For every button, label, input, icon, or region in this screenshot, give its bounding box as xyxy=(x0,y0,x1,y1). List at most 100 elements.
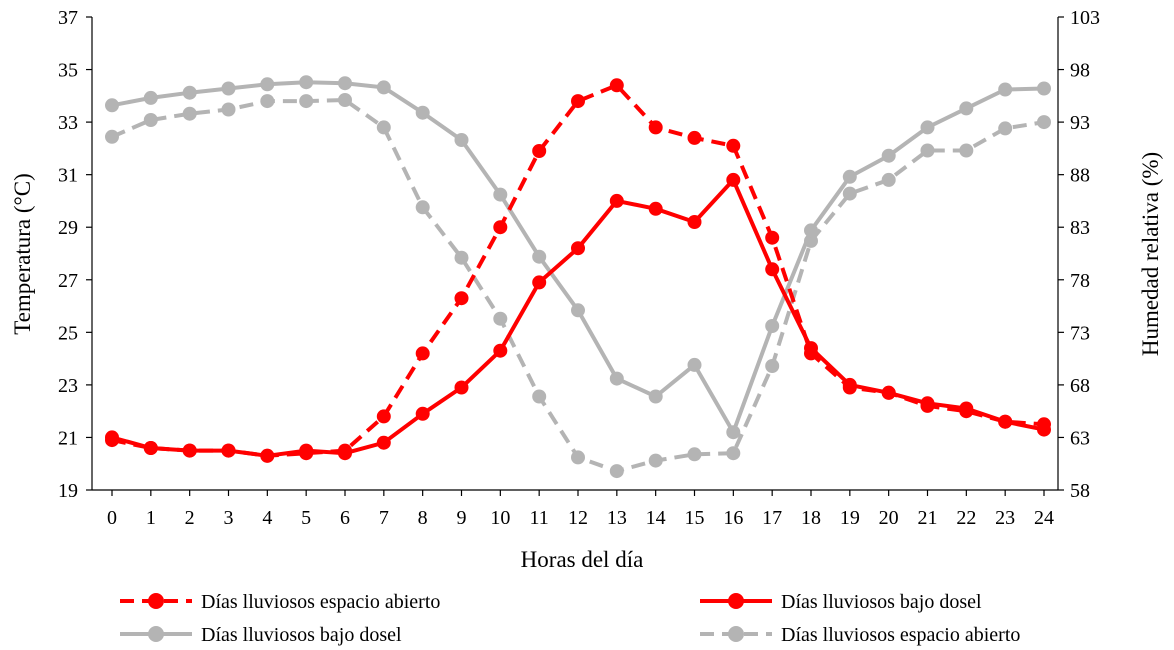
data-point xyxy=(998,414,1013,429)
y-right-tick-label: 58 xyxy=(1070,480,1090,502)
series-4 xyxy=(105,93,1051,479)
legend-marker-3 xyxy=(148,626,164,642)
data-point xyxy=(415,346,430,361)
y-right-tick-label: 98 xyxy=(1070,60,1090,82)
x-tick-label: 3 xyxy=(224,507,234,529)
y-right-tick-label: 88 xyxy=(1070,165,1090,187)
data-point xyxy=(454,380,469,395)
data-point xyxy=(609,193,624,208)
x-tick-label: 22 xyxy=(956,507,976,529)
y-right-tick-label: 93 xyxy=(1070,112,1090,134)
legend: Días lluviosos espacio abierto Días lluv… xyxy=(120,591,1020,646)
data-point xyxy=(493,343,508,358)
series-line xyxy=(111,80,1045,435)
x-tick-label: 13 xyxy=(607,507,627,529)
legend-marker-4 xyxy=(728,626,744,642)
y-right-tick-label: 78 xyxy=(1070,270,1090,292)
data-point xyxy=(687,215,702,229)
legend-item-1: Días lluviosos espacio abierto xyxy=(120,591,440,613)
y-right-tick-label: 63 xyxy=(1070,427,1090,449)
data-point xyxy=(687,130,702,145)
data-point xyxy=(105,129,119,144)
series-1 xyxy=(105,78,1051,463)
data-point xyxy=(726,446,741,461)
data-point xyxy=(648,453,663,468)
data-point xyxy=(571,450,585,465)
x-tick-label: 5 xyxy=(301,507,311,529)
data-point xyxy=(143,441,158,455)
data-point xyxy=(493,311,508,326)
data-point xyxy=(143,90,158,105)
x-axis-title: Horas del día xyxy=(521,547,644,572)
data-point xyxy=(959,401,974,416)
data-point xyxy=(920,396,935,411)
y-left-tick-label: 37 xyxy=(58,7,78,29)
x-tick-label: 17 xyxy=(762,507,782,529)
series-3 xyxy=(105,75,1051,440)
series-2 xyxy=(105,172,1051,463)
y-left-tick-label: 29 xyxy=(58,217,78,239)
data-point xyxy=(765,359,780,373)
legend-item-3: Días lluviosos bajo dosel xyxy=(120,624,402,646)
series-layer xyxy=(105,75,1051,479)
y-left-tick-label: 21 xyxy=(58,427,78,449)
y-right-tick-label: 83 xyxy=(1070,217,1090,239)
x-tick-label: 7 xyxy=(379,507,389,529)
y-left-tick-label: 19 xyxy=(58,480,78,502)
series-line xyxy=(111,83,1045,458)
y-left-tick-label: 35 xyxy=(58,60,78,82)
series-line xyxy=(111,98,1045,474)
data-point xyxy=(415,406,430,421)
data-point xyxy=(493,187,508,202)
y-right-tick-label: 68 xyxy=(1070,375,1090,397)
data-point xyxy=(376,435,391,450)
x-tick-label: 9 xyxy=(457,507,467,529)
x-tick-label: 20 xyxy=(879,507,899,529)
data-point xyxy=(532,249,547,264)
data-point xyxy=(648,201,663,216)
y-right-tick-label: 73 xyxy=(1070,322,1090,344)
data-point xyxy=(765,319,780,333)
x-tick-label: 19 xyxy=(840,507,860,529)
data-point xyxy=(1037,81,1051,96)
y-left-tick-label: 27 xyxy=(58,270,78,292)
data-point xyxy=(454,250,469,265)
data-point xyxy=(376,409,391,424)
x-tick-label: 24 xyxy=(1034,507,1054,529)
axes: 1921232527293133353758636873788388939810… xyxy=(58,7,1100,529)
data-point xyxy=(959,143,974,158)
data-point xyxy=(454,291,469,306)
data-point xyxy=(1037,422,1051,437)
data-point xyxy=(338,76,352,91)
legend-label-2: Días lluviosos bajo dosel xyxy=(781,591,982,613)
x-tick-label: 12 xyxy=(568,507,588,529)
data-point xyxy=(881,385,896,400)
data-point xyxy=(765,230,780,245)
data-point xyxy=(532,389,547,404)
x-tick-label: 0 xyxy=(107,507,117,529)
legend-marker-2 xyxy=(728,593,744,609)
data-point xyxy=(571,303,585,318)
data-point xyxy=(609,78,624,93)
data-point xyxy=(299,94,314,109)
data-point xyxy=(260,448,275,463)
data-point xyxy=(998,82,1013,97)
data-point xyxy=(1037,115,1051,130)
data-point xyxy=(726,172,741,187)
data-point xyxy=(571,94,585,109)
legend-item-2: Días lluviosos bajo dosel xyxy=(700,591,982,613)
data-point xyxy=(842,186,857,201)
data-point xyxy=(609,464,624,479)
data-point xyxy=(920,143,935,158)
data-point xyxy=(726,138,741,153)
data-point xyxy=(687,357,702,372)
data-point xyxy=(493,220,508,235)
x-tick-label: 2 xyxy=(185,507,195,529)
data-point xyxy=(532,144,547,158)
legend-label-1: Días lluviosos espacio abierto xyxy=(201,591,440,613)
x-tick-label: 1 xyxy=(146,507,156,529)
data-point xyxy=(182,85,197,100)
data-point xyxy=(221,81,236,96)
x-tick-label: 15 xyxy=(685,507,705,529)
